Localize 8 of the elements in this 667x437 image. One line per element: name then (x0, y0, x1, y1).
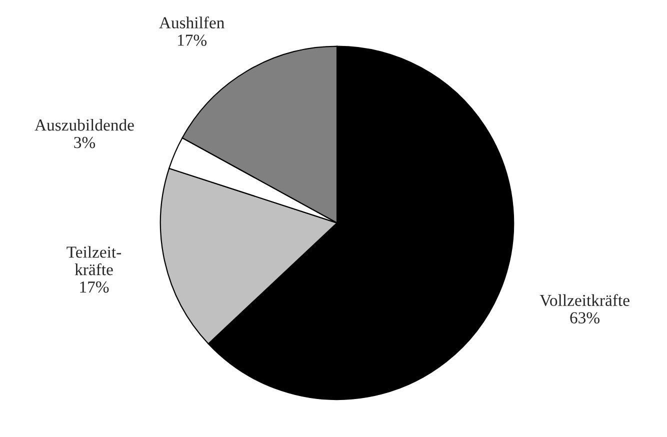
data-label: 17% (80, 281, 109, 293)
slice-label: Auszubildende (34, 118, 134, 131)
slice-label: Vollzeitkräfte (540, 294, 630, 306)
data-label: 63% (570, 312, 600, 324)
slice-label: Teilzeit- kräfte (66, 246, 122, 276)
data-label: 17% (178, 34, 207, 46)
data-label: 3% (74, 136, 96, 148)
slice-label: Aushilfen (159, 16, 224, 28)
